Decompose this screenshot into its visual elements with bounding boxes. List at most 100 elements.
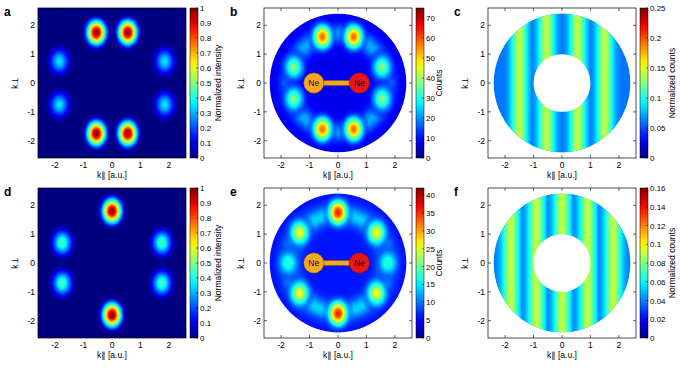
y-tick [488, 25, 491, 26]
y-tick [264, 320, 267, 321]
x-tick [562, 188, 563, 191]
y-tick [488, 83, 491, 84]
y-label: k⊥ [236, 257, 246, 269]
x-tick [140, 155, 141, 158]
x-tick [168, 335, 169, 338]
lobe [148, 84, 181, 126]
atom-label: Ne [354, 258, 365, 268]
x-tick-label: -2 [277, 340, 285, 350]
plot-area [38, 188, 186, 338]
colorbar-tick-label: 0.2 [650, 34, 662, 43]
colorbar-label: Normalized intensity [213, 44, 223, 121]
colorbar-tick-label: 40 [426, 191, 435, 200]
x-tick [533, 155, 534, 158]
colorbar-tick [422, 266, 424, 267]
colorbar-tick [196, 143, 198, 144]
colorbar-tick-label: 0.08 [650, 259, 666, 268]
y-tick [264, 83, 267, 84]
y-tick [488, 320, 491, 321]
x-tick [533, 8, 534, 11]
colorbar-tick [422, 320, 424, 321]
colorbar-tick [196, 263, 198, 264]
y-tick [409, 205, 412, 206]
y-tick [409, 234, 412, 235]
x-tick-label: -1 [80, 160, 88, 170]
panel: -2-1012-2-1012k∥ [a.u.]k⊥a00.10.20.30.40… [4, 4, 223, 180]
y-tick-label: 1 [30, 229, 35, 239]
y-tick [633, 291, 636, 292]
colorbar-tick-label: 0 [650, 334, 655, 343]
x-tick [140, 8, 141, 11]
lobe [111, 112, 144, 154]
x-tick [83, 8, 84, 11]
x-tick [366, 335, 367, 338]
x-tick [394, 8, 395, 11]
lobe [43, 84, 76, 126]
colorbar-tick-label: 50 [426, 54, 435, 63]
colorbar-tick [646, 225, 648, 226]
y-tick [633, 111, 636, 112]
colorbar [640, 8, 648, 158]
colorbar-label: Counts [434, 70, 444, 97]
plot-area [488, 188, 636, 338]
colorbar-tick-label: 0.9 [200, 19, 212, 28]
x-tick [140, 188, 141, 191]
lobe [80, 112, 113, 154]
y-tick-label: 2 [480, 20, 485, 30]
background [38, 188, 186, 338]
colorbar [416, 8, 424, 158]
y-tick [183, 291, 186, 292]
x-tick-label: -1 [530, 160, 538, 170]
x-tick [55, 335, 56, 338]
x-tick-label: 2 [167, 340, 172, 350]
lobe [146, 222, 179, 264]
lobe [306, 108, 339, 150]
colorbar-tick-label: 1 [200, 184, 205, 193]
colorbar-tick-label: 0.12 [650, 222, 666, 231]
x-tick-label: -1 [530, 340, 538, 350]
y-tick-label: 1 [480, 229, 485, 239]
colorbar-tick [422, 248, 424, 249]
y-tick-label: 0 [256, 78, 261, 88]
x-tick [505, 155, 506, 158]
y-tick-label: -2 [477, 316, 485, 326]
y-tick [264, 263, 267, 264]
x-tick [338, 8, 339, 11]
x-tick [618, 335, 619, 338]
colorbar [190, 188, 198, 338]
y-tick [183, 140, 186, 141]
y-tick [488, 205, 491, 206]
colorbar-tick-label: 0.15 [650, 64, 666, 73]
y-tick-label: 0 [30, 258, 35, 268]
y-tick [264, 205, 267, 206]
colorbar-tick-label: 0.6 [200, 244, 212, 253]
x-tick [55, 155, 56, 158]
x-tick [281, 188, 282, 191]
y-tick-label: -2 [27, 136, 35, 146]
x-tick-label: 0 [110, 160, 115, 170]
colorbar-tick [196, 158, 198, 159]
y-tick [183, 320, 186, 321]
y-tick [264, 111, 267, 112]
y-tick-label: 2 [30, 200, 35, 210]
x-label: k∥ [a.u.] [547, 350, 577, 360]
y-tick-label: -1 [477, 287, 485, 297]
x-tick [366, 8, 367, 11]
y-label: k⊥ [460, 77, 470, 89]
colorbar-tick-label: 35 [426, 209, 435, 218]
x-tick-label: 2 [167, 160, 172, 170]
background-disk [270, 14, 407, 152]
x-tick-label: 2 [617, 340, 622, 350]
y-tick-label: 2 [30, 20, 35, 30]
lobe [46, 262, 79, 304]
y-tick [409, 25, 412, 26]
y-tick-label: 1 [30, 49, 35, 59]
x-tick [590, 8, 591, 11]
y-tick [488, 234, 491, 235]
y-tick [633, 234, 636, 235]
colorbar-tick [646, 158, 648, 159]
x-tick [55, 188, 56, 191]
lobe [96, 190, 129, 232]
colorbar-tick-label: 0.02 [650, 315, 666, 324]
colorbar-tick-label: 0.06 [650, 278, 666, 287]
